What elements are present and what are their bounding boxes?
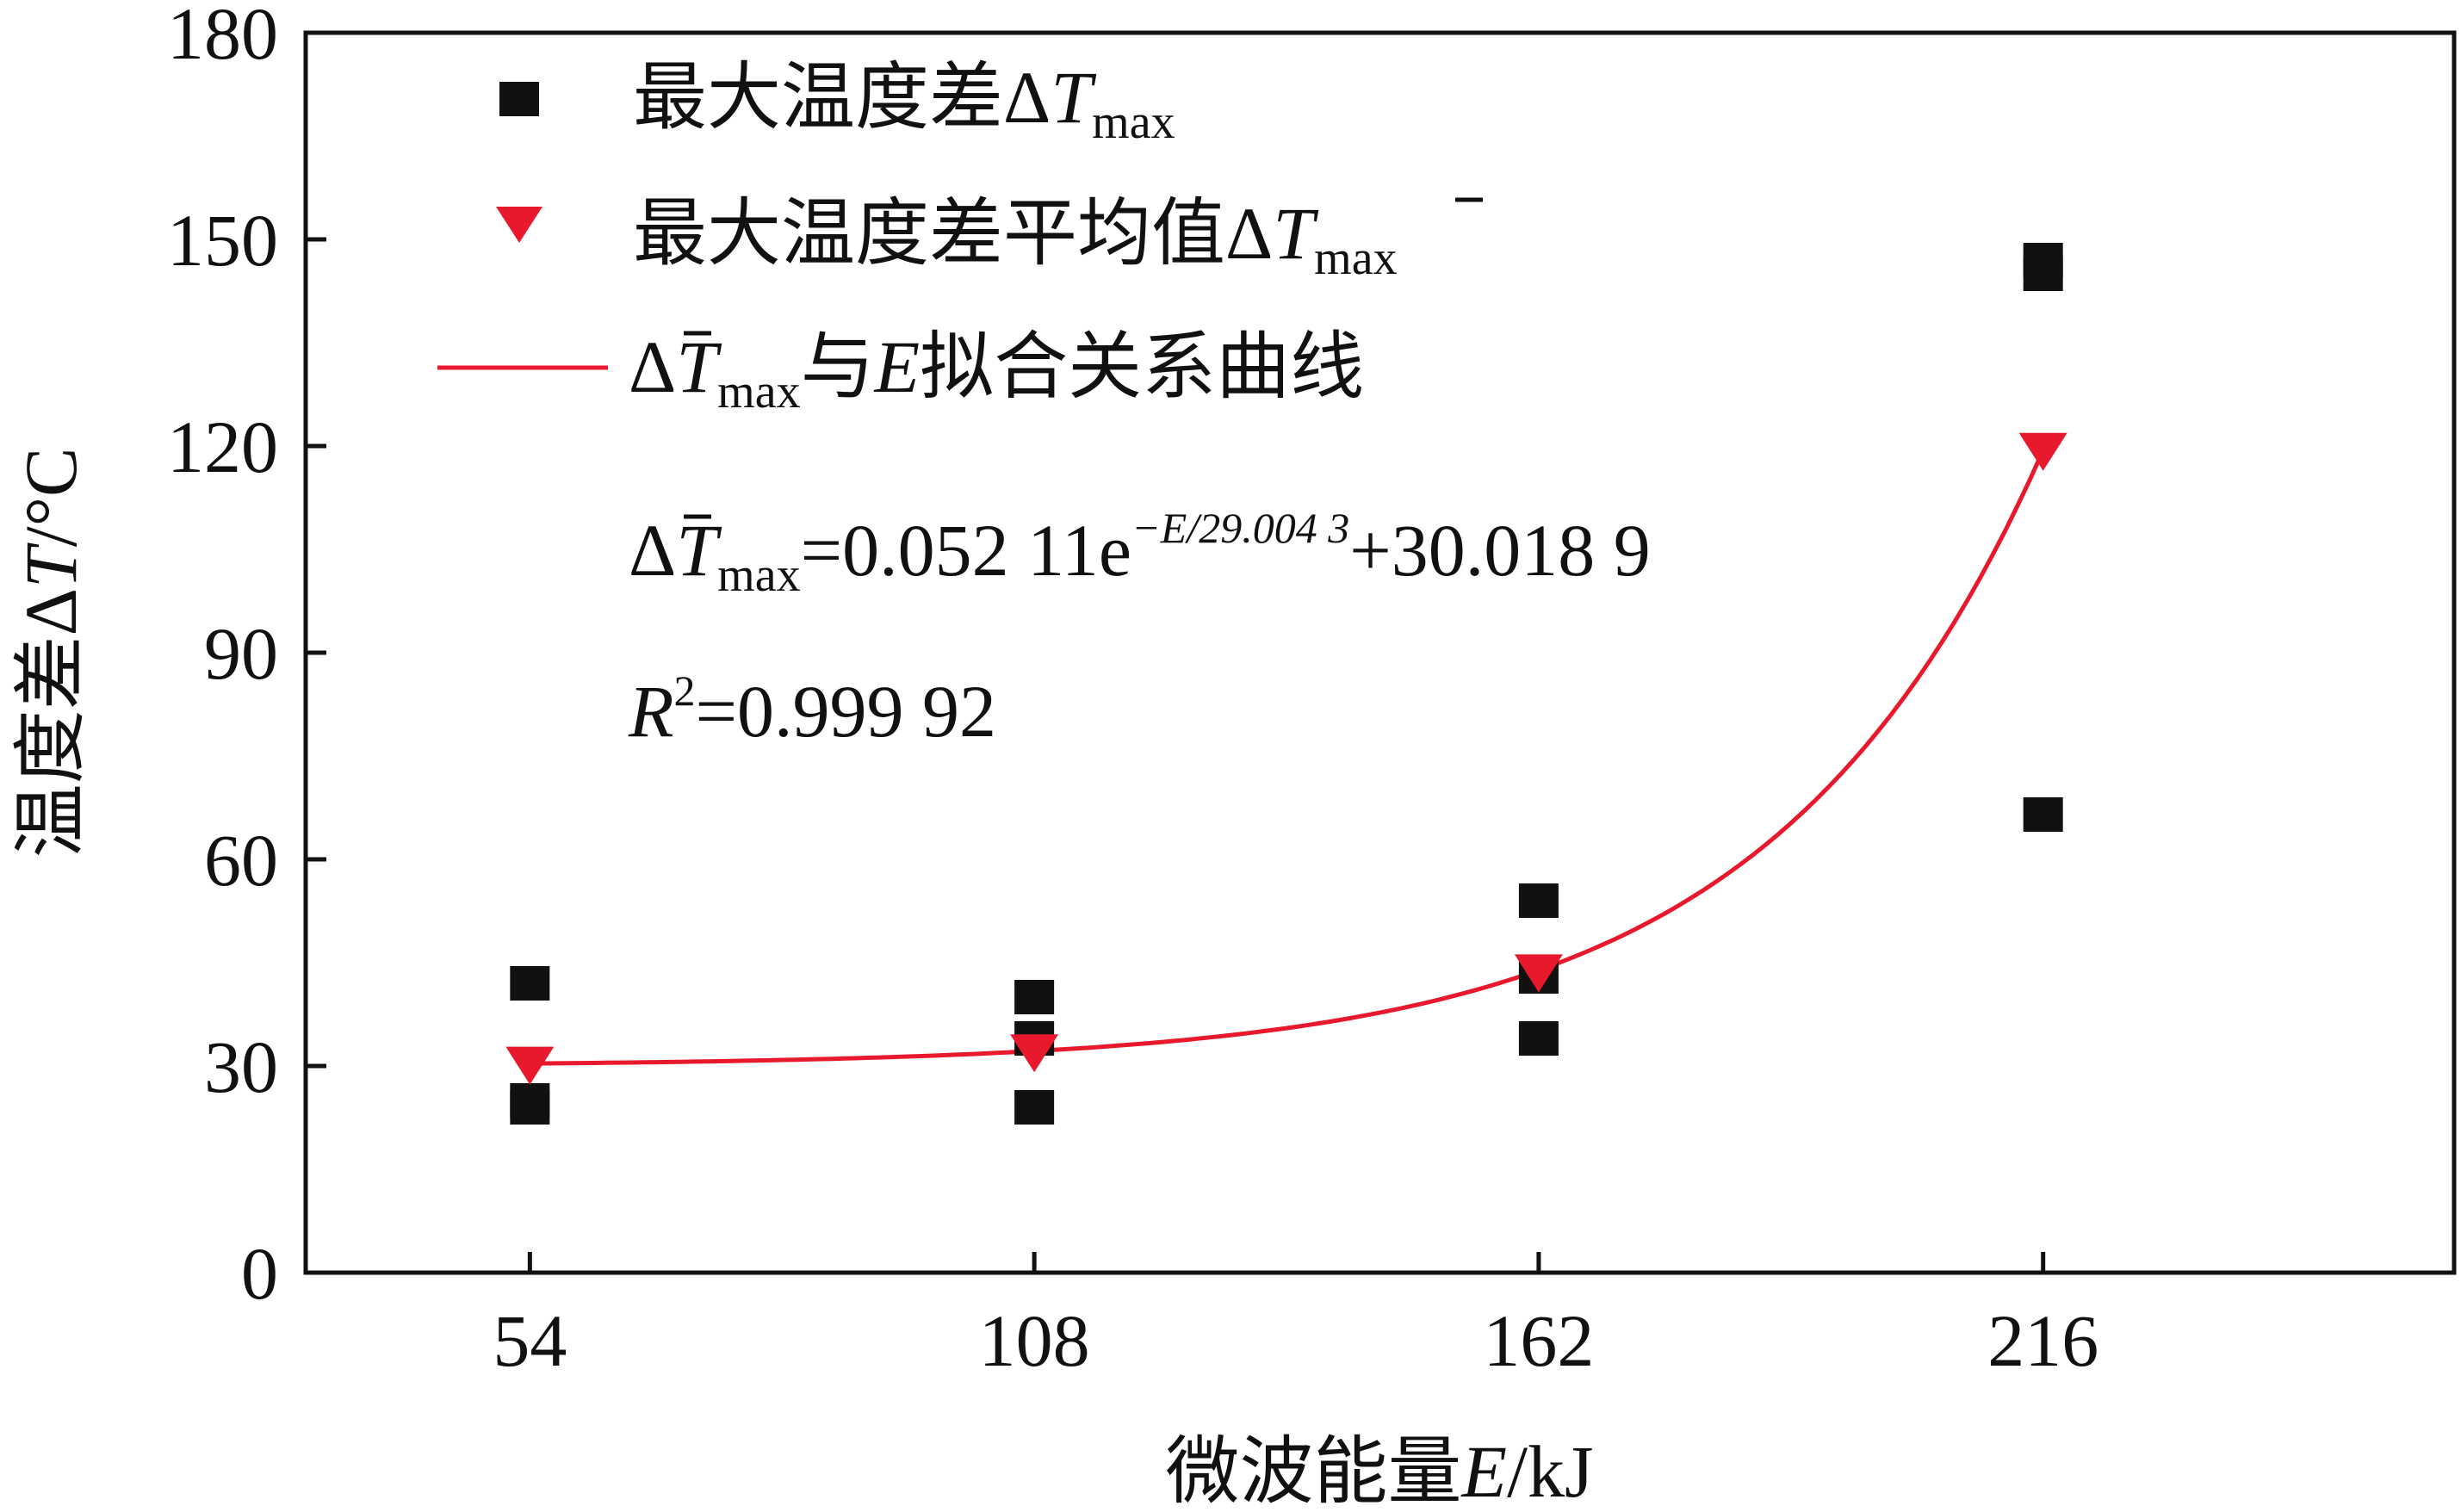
legend-marker-square (499, 82, 539, 116)
legend: 最大温度差ΔTmax 最大温度差平均值ΔTmax ΔTmax与E拟合关系曲线 (437, 56, 1483, 418)
x-tick-label: 216 (1987, 1299, 2098, 1382)
x-axis: 54 108 162 216 (493, 1252, 2098, 1382)
square-point (1518, 883, 1559, 918)
square-point (1014, 1090, 1055, 1125)
triangle-point (505, 1046, 555, 1085)
y-tick-label: 120 (167, 406, 278, 488)
square-point (2023, 257, 2063, 291)
square-point (510, 1090, 550, 1125)
y-tick-label: 150 (167, 199, 278, 282)
legend-label-fit: ΔTmax与E拟合关系曲线 (629, 325, 1364, 418)
x-axis-title: 微波能量E/kJ (1166, 1430, 1594, 1512)
y-axis-title: 温度差ΔT/°C (9, 448, 92, 858)
fit-curve (530, 449, 2045, 1066)
x-tick-label: 108 (979, 1299, 1090, 1382)
y-axis: 0 30 60 90 120 150 180 (167, 0, 326, 1315)
square-point (1518, 1021, 1559, 1056)
y-tick-label: 180 (167, 0, 278, 75)
plot-frame (303, 30, 2457, 1275)
data-points (505, 243, 2067, 1125)
y-tick-label: 30 (204, 1026, 278, 1108)
square-point (2023, 797, 2063, 832)
triangle-point (1010, 1034, 1059, 1073)
x-tick-label: 162 (1483, 1299, 1594, 1382)
r-squared: R2=0.999 92 (628, 666, 996, 753)
legend-label-avg: 最大温度差平均值ΔTmax (633, 192, 1398, 285)
square-point (1014, 980, 1055, 1014)
y-tick-label: 0 (241, 1232, 278, 1315)
legend-label-max-diff: 最大温度差ΔTmax (633, 56, 1175, 149)
x-tick-label: 54 (493, 1299, 567, 1382)
square-point (510, 966, 550, 1001)
fit-equation: ΔTmax=0.052 11e−E/29.004 3+30.018 9 (629, 504, 1651, 602)
y-tick-label: 90 (204, 612, 278, 695)
y-tick-label: 60 (204, 819, 278, 902)
triangle-point (1514, 954, 1563, 993)
legend-marker-triangle (496, 207, 542, 243)
triangle-point (2018, 432, 2067, 471)
